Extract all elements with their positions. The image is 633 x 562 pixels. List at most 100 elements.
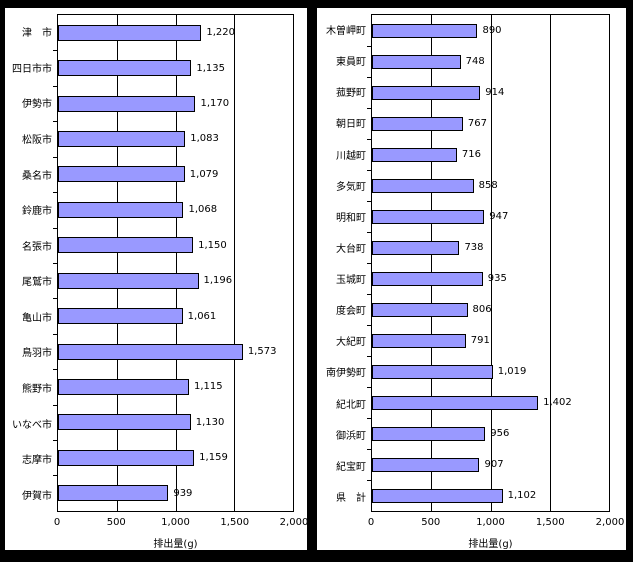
category-label: 鳥羽市: [22, 348, 52, 360]
x-tick-label: 2,000: [595, 517, 625, 528]
chart-panel-towns: 木曽岬町 東員町 菰野町 朝日町 川越町 多気町 明和町 大台町 玉城町 度会町 大紀町 南伊勢町 紀北…: [317, 8, 626, 550]
value-label: 791: [470, 335, 490, 346]
value-label: 890: [482, 25, 502, 36]
value-label: 738: [464, 242, 484, 253]
category-label: 南伊勢町: [326, 368, 366, 380]
y-axis-tick: [367, 201, 372, 202]
x-tick-label: 1,500: [535, 517, 565, 528]
value-label: 1,135: [196, 62, 225, 74]
y-axis-tick: [53, 369, 58, 371]
category-label: 伊賀市: [22, 490, 52, 502]
bar: [372, 178, 474, 193]
category-label: 津 市: [22, 28, 52, 40]
bar: [58, 201, 184, 218]
category-label: 大紀町: [336, 337, 366, 349]
category-label: 木曽岬町: [326, 26, 366, 38]
bar-row: 716: [367, 139, 609, 171]
category-label: いなべ市: [12, 419, 52, 431]
category-label: 川越町: [336, 150, 366, 162]
x-axis-title: 排出量(g): [153, 539, 198, 550]
bar-row: 1,573: [53, 334, 293, 371]
value-label: 956: [490, 428, 510, 439]
category-label: 紀北町: [336, 399, 366, 411]
y-axis-tick: [367, 418, 372, 419]
category-label: 菰野町: [336, 88, 366, 100]
category-label: 志摩市: [22, 455, 52, 467]
plot-area: 890 748 914 767 716 858 947 738 935 806 791 1,019 1,…: [367, 14, 610, 512]
bar-row: 1,130: [53, 405, 293, 442]
y-axis-tick: [367, 77, 372, 78]
category-label: 度会町: [336, 306, 366, 318]
bar: [372, 209, 485, 224]
bar-row: 1,196: [53, 263, 293, 300]
bar: [58, 130, 186, 147]
y-axis-tick: [367, 108, 372, 109]
bar-row: 806: [367, 294, 609, 326]
y-axis-tick: [53, 227, 58, 229]
y-axis-tick: [367, 480, 372, 481]
category-label: 四日市市: [12, 63, 52, 75]
y-axis-labels: 木曽岬町 東員町 菰野町 朝日町 川越町 多気町 明和町 大台町 玉城町 度会町 大紀町 南伊勢町 紀北…: [317, 14, 366, 512]
x-tick-label: 2,000: [279, 517, 309, 528]
bar: [372, 457, 480, 472]
x-tick-label: 1,500: [220, 517, 250, 528]
y-axis-tick: [367, 294, 372, 295]
bar: [58, 449, 195, 466]
value-label: 939: [173, 487, 193, 499]
x-tick-label: 500: [106, 517, 126, 528]
gridline-500: [116, 15, 118, 511]
bar: [58, 308, 183, 325]
bar: [58, 166, 185, 183]
value-label: 1,170: [200, 98, 230, 110]
value-label: 1,068: [188, 204, 218, 216]
bar-row: 1,115: [53, 369, 293, 406]
category-label: 伊勢市: [22, 99, 52, 111]
category-label: 鈴鹿市: [22, 206, 52, 218]
category-label: 県 計: [336, 492, 366, 504]
bar: [372, 271, 483, 286]
bar-row: 738: [367, 232, 609, 264]
category-label: 朝日町: [336, 119, 366, 131]
bar-row: 935: [367, 263, 609, 295]
bar: [58, 272, 199, 289]
bar-row: 1,061: [53, 298, 293, 335]
y-axis-tick: [367, 46, 372, 47]
value-label: 935: [487, 273, 507, 284]
category-label: 大台町: [336, 243, 366, 255]
category-label: 東員町: [336, 57, 366, 69]
value-label: 806: [472, 304, 492, 315]
y-axis-tick: [53, 85, 58, 87]
x-tick-label: 1,000: [476, 517, 505, 528]
bar-row: 890: [367, 15, 609, 47]
bar-row: 956: [367, 418, 609, 450]
bar: [58, 378, 189, 395]
bar: [58, 485, 169, 502]
value-label: 1,402: [543, 397, 572, 408]
bar-row: 1,170: [53, 86, 293, 123]
gridline-1000: [490, 15, 492, 511]
value-label: 947: [489, 211, 509, 222]
gridline-1500: [549, 15, 551, 511]
bar-row: 791: [367, 325, 609, 357]
value-label: 1,083: [190, 133, 219, 145]
value-label: 1,102: [507, 490, 537, 501]
bar-row: 858: [367, 170, 609, 202]
bar: [372, 488, 503, 503]
category-label: 松阪市: [22, 135, 52, 147]
bar-row: 1,079: [53, 157, 293, 194]
x-tick-label: 0: [53, 517, 61, 528]
plot-area: 1,220 1,135 1,170 1,083 1,079 1,068 1,150 1,196…: [53, 14, 294, 512]
y-axis-tick: [367, 232, 372, 233]
bar: [58, 343, 243, 360]
bar: [58, 24, 202, 41]
y-axis-tick: [53, 333, 58, 335]
y-axis-tick: [367, 263, 372, 264]
value-label: 1,196: [203, 275, 233, 287]
value-label: 1,061: [187, 310, 217, 322]
y-axis-tick: [367, 139, 372, 140]
category-label: 桑名市: [22, 170, 52, 182]
x-axis-title: 排出量(g): [468, 539, 513, 550]
x-tick-label: 0: [367, 517, 375, 528]
y-axis-tick: [53, 50, 58, 52]
